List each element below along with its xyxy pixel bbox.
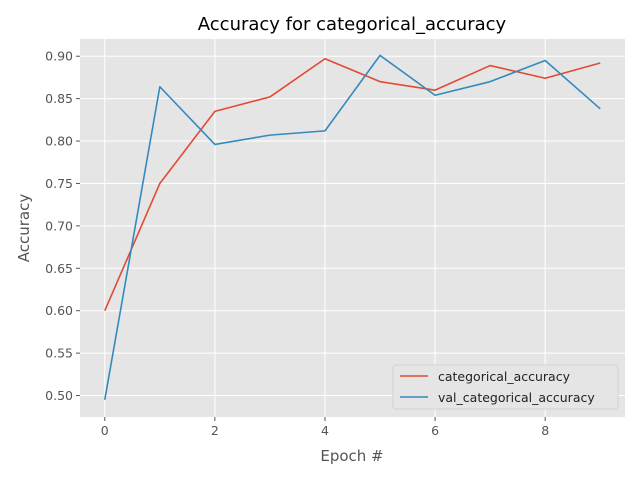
y-tick-label: 0.65 [45, 261, 73, 276]
x-tick-label: 0 [101, 423, 109, 438]
grid [80, 39, 625, 417]
x-tick-label: 4 [321, 423, 329, 438]
legend-label-categorical-accuracy: categorical_accuracy [438, 369, 571, 384]
x-tick-label: 8 [541, 423, 549, 438]
legend-label-val-categorical-accuracy: val_categorical_accuracy [438, 390, 595, 405]
x-tick-label: 6 [431, 423, 439, 438]
y-tick-label: 0.70 [45, 218, 73, 233]
x-tick-label: 2 [211, 423, 219, 438]
y-tick-label: 0.90 [45, 49, 73, 64]
y-tick-label: 0.55 [45, 346, 73, 361]
axis-ticks: 0 2 4 6 8 0.50 0.55 0.60 0.65 0.70 0.75 0.80 0.85 0.9… [45, 49, 549, 438]
y-tick-label: 0.80 [45, 134, 73, 149]
plot-area [80, 39, 625, 417]
legend-box [392, 364, 619, 410]
y-axis-label: Accuracy [15, 194, 33, 263]
y-tick-label: 0.75 [45, 176, 73, 191]
legend: categorical_accuracy val_categorical_acc… [392, 364, 619, 410]
chart-title: Accuracy for categorical_accuracy [198, 14, 507, 35]
y-tick-label: 0.60 [45, 303, 73, 318]
series-line-val-categorical-accuracy [103, 54, 601, 400]
y-tick-label: 0.85 [45, 91, 73, 106]
series-lines [103, 54, 601, 400]
x-axis-label: Epoch # [320, 447, 383, 465]
y-tick-label: 0.50 [45, 388, 73, 403]
